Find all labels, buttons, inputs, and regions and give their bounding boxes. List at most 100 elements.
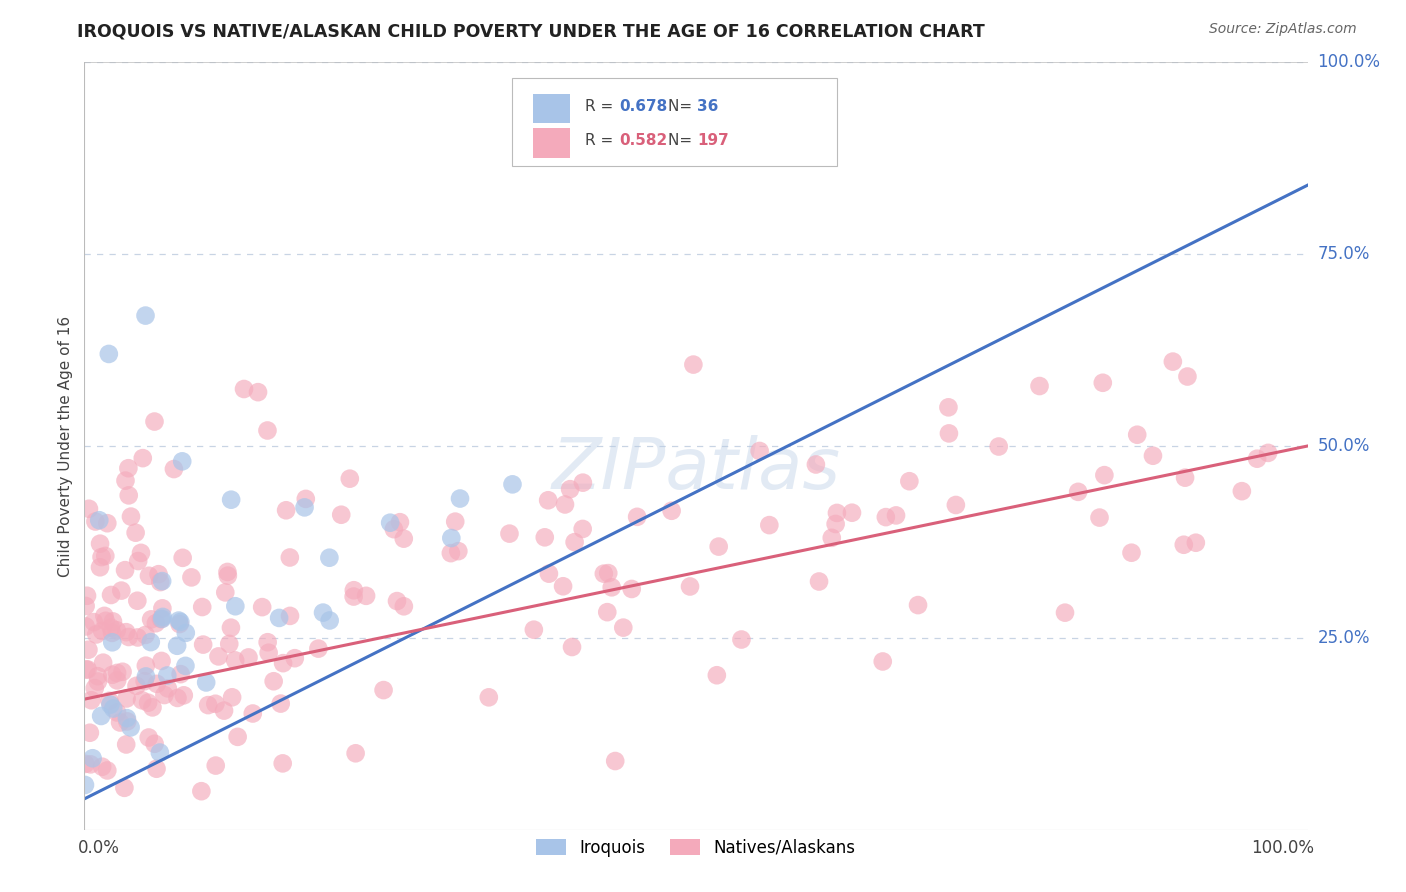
Point: [242, 706, 264, 721]
Point: [250, 600, 273, 615]
Point: [444, 515, 467, 529]
Point: [191, 600, 214, 615]
Point: [98, 694, 121, 708]
Text: N=: N=: [668, 99, 697, 113]
Text: 0.678: 0.678: [619, 99, 668, 113]
Point: [274, 503, 297, 517]
Point: [117, 461, 139, 475]
Y-axis label: Child Poverty Under the Age of 16: Child Poverty Under the Age of 16: [58, 316, 73, 576]
Point: [97, 347, 120, 361]
Point: [101, 635, 124, 649]
Point: [318, 550, 340, 565]
Point: [592, 566, 614, 581]
Point: [86, 669, 108, 683]
Point: [138, 731, 160, 745]
Point: [114, 563, 136, 577]
Point: [129, 546, 152, 560]
Point: [212, 704, 235, 718]
FancyBboxPatch shape: [513, 78, 837, 166]
Point: [197, 698, 219, 712]
Point: [354, 589, 377, 603]
Point: [1177, 369, 1199, 384]
Point: [105, 624, 128, 638]
Point: [392, 532, 415, 546]
Point: [907, 598, 929, 612]
Point: [284, 651, 307, 665]
Point: [77, 642, 100, 657]
Point: [75, 619, 97, 633]
Point: [447, 544, 470, 558]
Point: [148, 567, 170, 582]
Point: [150, 612, 173, 626]
Point: [149, 575, 172, 590]
Point: [96, 516, 118, 531]
Point: [141, 700, 163, 714]
Point: [1230, 484, 1253, 499]
Point: [343, 590, 366, 604]
Point: [294, 491, 316, 506]
Point: [156, 681, 179, 696]
Point: [115, 625, 138, 640]
Point: [748, 444, 770, 458]
Point: [808, 574, 831, 589]
Point: [145, 762, 167, 776]
Point: [127, 554, 149, 568]
Point: [571, 522, 593, 536]
Point: [79, 725, 101, 739]
Point: [101, 667, 124, 681]
Point: [75, 756, 97, 771]
Point: [118, 630, 141, 644]
Point: [166, 690, 188, 705]
Point: [330, 508, 353, 522]
Point: [105, 665, 128, 680]
Point: [238, 650, 260, 665]
Text: 197: 197: [697, 133, 728, 148]
Point: [294, 500, 316, 515]
Point: [115, 738, 138, 752]
Point: [105, 673, 128, 688]
Point: [149, 612, 172, 626]
Point: [825, 506, 848, 520]
Point: [143, 415, 166, 429]
Point: [373, 683, 395, 698]
Point: [263, 674, 285, 689]
Point: [84, 627, 107, 641]
Text: 100.0%: 100.0%: [1317, 54, 1381, 71]
Point: [758, 518, 780, 533]
Point: [551, 579, 574, 593]
Point: [156, 668, 179, 682]
Point: [135, 658, 157, 673]
Point: [80, 693, 103, 707]
Point: [79, 757, 101, 772]
Point: [127, 593, 149, 607]
Point: [114, 474, 136, 488]
Point: [1053, 606, 1076, 620]
Point: [101, 615, 124, 629]
Point: [884, 508, 907, 523]
Point: [73, 778, 96, 792]
Point: [318, 614, 340, 628]
Point: [149, 746, 172, 760]
Point: [138, 569, 160, 583]
Point: [120, 509, 142, 524]
Point: [392, 599, 415, 614]
Point: [172, 550, 194, 565]
Point: [533, 530, 555, 544]
Point: [75, 663, 97, 677]
Point: [169, 667, 191, 681]
Point: [564, 535, 586, 549]
Point: [388, 515, 411, 529]
Point: [1142, 449, 1164, 463]
Point: [166, 639, 188, 653]
Point: [730, 632, 752, 647]
Point: [131, 693, 153, 707]
Point: [139, 612, 162, 626]
Point: [572, 475, 595, 490]
Point: [561, 640, 583, 654]
Point: [1091, 376, 1114, 390]
Point: [127, 631, 149, 645]
Point: [382, 522, 405, 536]
Point: [115, 691, 138, 706]
Point: [180, 570, 202, 584]
Text: N=: N=: [668, 133, 697, 148]
